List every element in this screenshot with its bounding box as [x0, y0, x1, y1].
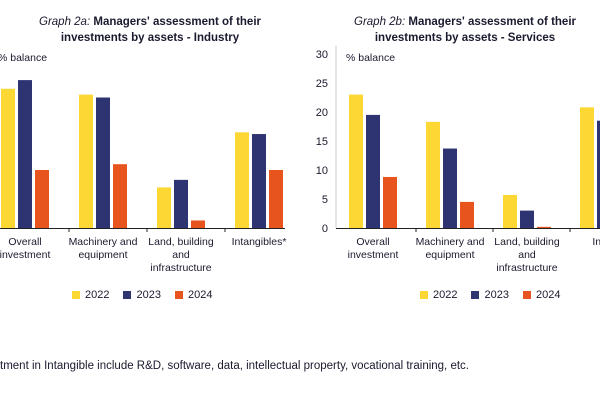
x-category-label: Intan — [592, 236, 600, 248]
legend-label: 2024 — [535, 289, 561, 301]
chart-title-text: Managers' assessment of their investment… — [60, 16, 261, 44]
legend-swatch — [123, 291, 132, 299]
legend-item-2023: 2023 — [471, 289, 509, 301]
bar-2022 — [426, 121, 440, 228]
y-tick-label: 15 — [316, 136, 328, 148]
legend-swatch — [174, 291, 183, 299]
chart-title-lead: Graph 2b: — [354, 16, 406, 28]
legend-item-2022: 2022 — [72, 289, 109, 301]
y-tick-label: 10 — [316, 165, 328, 177]
x-category-label: investment — [348, 249, 399, 261]
legend-item-2023: 2023 — [123, 289, 161, 301]
bar-2023 — [366, 114, 380, 228]
legend-item-2024: 2024 — [174, 289, 213, 301]
legend-services: 2022 2023 2024 — [420, 289, 560, 301]
bar-2024 — [537, 226, 551, 228]
x-category-label: infrastructure — [150, 262, 211, 274]
x-category-label: Machinery and — [416, 236, 485, 248]
bar-2022 — [79, 94, 93, 228]
bar-2022 — [1, 88, 15, 228]
bar-2024 — [383, 176, 397, 228]
legend-label: 2023 — [484, 289, 509, 301]
x-category-label: infrastructure — [496, 262, 557, 274]
bar-2023 — [18, 80, 32, 228]
x-category-label: Overall — [8, 236, 41, 248]
bar-2023 — [443, 148, 457, 228]
footnote: tment in Intangible include R&D, softwar… — [0, 360, 469, 372]
legend-label: 2022 — [433, 289, 458, 301]
legend-swatch — [471, 291, 480, 299]
x-category-label: Land, building — [148, 236, 214, 248]
x-category-label: and — [518, 249, 536, 261]
legend-swatch — [420, 291, 428, 299]
x-category-label: investment — [0, 249, 50, 261]
y-tick-label: 0 — [322, 223, 328, 235]
bar-2022 — [580, 107, 594, 228]
legend-label: 2022 — [85, 289, 110, 301]
legend-swatch — [72, 291, 80, 299]
chart-title-text: Managers' assessment of their investment… — [374, 16, 576, 44]
bar-2022 — [503, 194, 517, 228]
bar-2022 — [235, 132, 249, 228]
x-category-label: Intangibles* — [232, 236, 287, 248]
chart-title-lead: Graph 2a: — [39, 16, 91, 28]
bar-2024 — [191, 220, 205, 228]
chart-title-industry: Graph 2a: Managers' assessment of their … — [20, 14, 280, 46]
bar-2024 — [269, 170, 283, 228]
y-tick-label: 30 — [316, 49, 328, 61]
x-category-label: Overall — [356, 236, 389, 248]
y-tick-label: 20 — [316, 107, 328, 119]
y-axis-label: % balance — [346, 52, 395, 64]
y-tick-label: 5 — [322, 194, 328, 206]
x-category-label: equipment — [78, 249, 127, 261]
chart-title-services: Graph 2b: Managers' assessment of their … — [320, 14, 600, 46]
legend-label: 2024 — [187, 289, 213, 301]
x-category-label: Machinery and — [69, 236, 138, 248]
bar-2023 — [520, 210, 534, 228]
x-category-label: equipment — [425, 249, 474, 261]
legend-industry: 2022 2023 2024 — [72, 289, 212, 301]
y-axis-label: % balance — [0, 52, 47, 64]
legend-item-2022: 2022 — [420, 289, 457, 301]
bar-2023 — [252, 134, 266, 228]
bar-2022 — [157, 187, 171, 228]
bar-2024 — [460, 201, 474, 228]
bar-2022 — [349, 94, 363, 228]
x-category-label: Land, building — [494, 236, 560, 248]
bar-2024 — [35, 170, 49, 228]
bar-2023 — [597, 120, 600, 228]
bar-2023 — [96, 97, 110, 228]
legend-item-2024: 2024 — [522, 289, 561, 301]
legend-label: 2023 — [136, 289, 161, 301]
legend-swatch — [522, 291, 531, 299]
bar-2024 — [113, 164, 127, 228]
bar-2023 — [174, 179, 188, 228]
y-tick-label: 25 — [316, 78, 328, 90]
x-category-label: and — [172, 249, 190, 261]
